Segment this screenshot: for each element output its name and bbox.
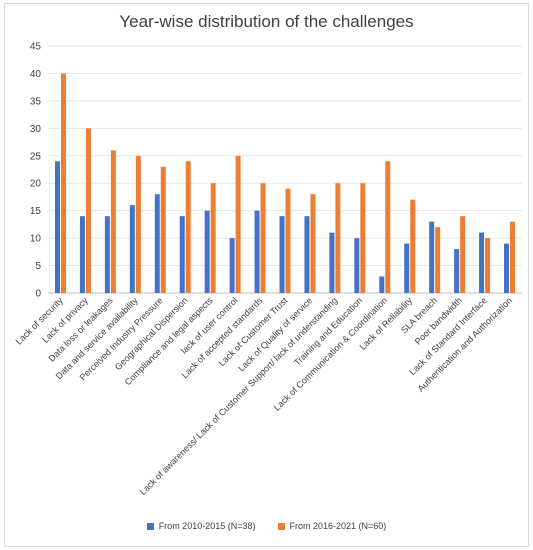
bar-series-2	[310, 194, 316, 293]
legend-item-series-1: From 2010-2015 (N=38)	[146, 521, 256, 531]
gridlines	[48, 45, 522, 294]
bar-series-1	[379, 276, 385, 293]
bar-series-1	[229, 238, 235, 293]
bar-series-1	[504, 243, 510, 293]
bar-series-1	[304, 216, 310, 293]
bar-series-2	[185, 161, 191, 293]
bar-series-1	[429, 221, 435, 293]
y-tick-label: 10	[30, 234, 42, 245]
y-tick-label: 0	[35, 289, 41, 300]
bar-series-1	[479, 232, 485, 293]
bar-series-2	[135, 155, 141, 293]
y-tick-label: 45	[30, 42, 42, 53]
y-tick-label: 30	[30, 124, 42, 135]
y-tick-label: 40	[30, 69, 42, 80]
bar-series-1	[104, 216, 110, 293]
bar-series-1	[179, 216, 185, 293]
bar-series-2	[485, 238, 491, 293]
bar-series-1	[54, 161, 60, 293]
legend-label-series-1: From 2010-2015 (N=38)	[158, 521, 256, 531]
bar-series-2	[435, 227, 441, 293]
legend-label-series-2: From 2016-2021 (N=60)	[289, 521, 387, 531]
bar-series-2	[385, 161, 391, 293]
bar-series-2	[60, 73, 66, 293]
y-tick-label: 15	[30, 206, 42, 217]
y-tick-label: 35	[30, 96, 42, 107]
bar-series-1	[254, 210, 260, 293]
y-tick-label: 20	[30, 179, 42, 190]
bar-series-1	[279, 216, 285, 293]
bar-series-2	[510, 221, 516, 293]
bar-series-1	[204, 210, 210, 293]
bar-series-2	[210, 183, 216, 293]
bar-series-2	[85, 128, 91, 293]
bar-series-1	[454, 249, 460, 293]
bar-series-2	[160, 166, 166, 293]
bar-series-2	[410, 199, 416, 293]
bar-series-2	[110, 150, 116, 293]
bar-series-1	[404, 243, 410, 293]
bar-series-2	[235, 155, 241, 293]
bar-series-2	[360, 183, 366, 293]
bar-series-2	[460, 216, 466, 293]
chart-title: Year-wise distribution of the challenges	[119, 12, 414, 31]
bar-series-1	[129, 205, 135, 293]
legend-swatch-series-2	[277, 522, 285, 530]
legend-swatch-series-1	[146, 522, 154, 530]
bars	[54, 73, 516, 293]
legend: From 2010-2015 (N=38) From 2016-2021 (N=…	[0, 521, 533, 531]
bar-series-2	[335, 183, 341, 293]
bar-series-2	[260, 183, 266, 293]
bar-series-2	[285, 188, 291, 293]
bar-series-1	[79, 216, 85, 293]
bar-series-1	[354, 238, 360, 293]
bar-series-1	[329, 232, 335, 293]
y-tick-label: 25	[30, 151, 42, 162]
bar-series-1	[154, 194, 160, 293]
legend-item-series-2: From 2016-2021 (N=60)	[277, 521, 387, 531]
y-tick-label: 5	[35, 261, 41, 272]
chart-frame	[4, 3, 529, 547]
y-axis-ticks: 0 5 10 15 20 25 30 35 40 45	[30, 42, 42, 300]
